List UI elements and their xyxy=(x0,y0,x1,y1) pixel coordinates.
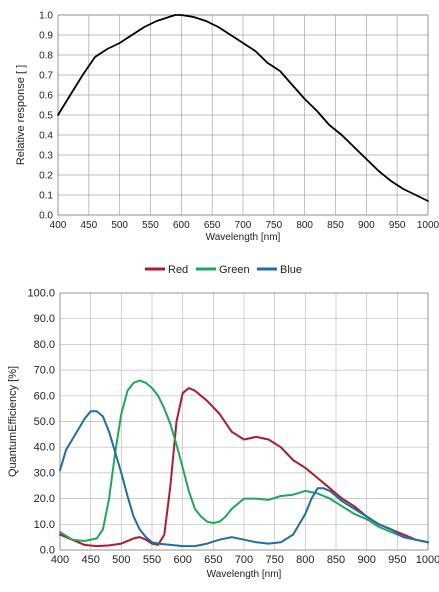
c2-y-tick-label: 100.0 xyxy=(27,288,55,300)
c2-x-tick-label: 850 xyxy=(327,554,345,566)
c1-y-tick-label: 0.7 xyxy=(39,71,53,82)
legend-label-red: Red xyxy=(168,264,188,276)
c2-x-tick-label: 500 xyxy=(112,554,130,566)
chart2-x-ticks: 400 450 500 550 600 650 700 750 800 850 900 950 1000 xyxy=(51,554,439,566)
c1-x-tick-label: 900 xyxy=(358,220,375,231)
c1-y-tick-label: 0.5 xyxy=(39,111,53,122)
legend-label-blue: Blue xyxy=(280,264,302,276)
c2-y-tick-label: 30.0 xyxy=(34,467,55,479)
c1-x-tick-label: 950 xyxy=(389,220,406,231)
c1-x-tick-label: 600 xyxy=(173,220,190,231)
c1-y-tick-label: 0.9 xyxy=(39,31,53,42)
chart2-x-axis-label: Wavelength [nm] xyxy=(207,569,282,580)
c2-x-tick-label: 1000 xyxy=(416,554,439,566)
c1-y-tick-label: 0.4 xyxy=(39,131,53,142)
chart1-series xyxy=(57,14,429,202)
series-line-response xyxy=(57,14,429,202)
c1-x-tick-label: 850 xyxy=(327,220,344,231)
c2-x-tick-label: 750 xyxy=(265,554,283,566)
c1-y-tick-label: 0.3 xyxy=(39,151,53,162)
chart1-x-axis-label: Wavelength [nm] xyxy=(206,232,281,243)
c1-x-tick-label: 1000 xyxy=(417,220,439,231)
series-line-red xyxy=(59,387,429,548)
c1-x-tick-label: 750 xyxy=(265,220,282,231)
chart2-plot-frame xyxy=(59,292,429,551)
c2-y-tick-label: 20.0 xyxy=(34,493,55,505)
series-line-blue xyxy=(59,410,429,548)
c2-x-tick-label: 600 xyxy=(173,554,191,566)
c1-x-tick-label: 800 xyxy=(296,220,313,231)
chart1-grid xyxy=(57,14,429,216)
c1-x-tick-label: 400 xyxy=(50,220,67,231)
series-line-green xyxy=(59,379,429,544)
c2-x-tick-label: 450 xyxy=(81,554,99,566)
c2-y-tick-label: 50.0 xyxy=(34,416,55,428)
c1-x-tick-label: 700 xyxy=(235,220,252,231)
c2-x-tick-label: 650 xyxy=(204,554,222,566)
c2-x-tick-label: 700 xyxy=(235,554,253,566)
quantum-efficiency-chart: 0.0 10.0 20.0 30.0 40.0 50.0 60.0 70.0 80.0 90.0 1… xyxy=(7,264,439,580)
c2-x-tick-label: 550 xyxy=(143,554,161,566)
c2-y-tick-label: 10.0 xyxy=(34,519,55,531)
relative-response-chart: 0.0 0.1 0.2 0.3 0.4 0.5 0.6 0.7 0.8 0.9 1.0 400 450… xyxy=(15,11,439,244)
c1-y-tick-label: 0.1 xyxy=(39,191,53,202)
c1-y-tick-label: 0.2 xyxy=(39,171,53,182)
c1-y-tick-label: 0.0 xyxy=(39,211,53,222)
c2-x-tick-label: 900 xyxy=(357,554,375,566)
c2-x-tick-label: 800 xyxy=(296,554,314,566)
chart2-series xyxy=(59,379,429,548)
c2-y-tick-label: 60.0 xyxy=(34,390,55,402)
c1-x-tick-label: 500 xyxy=(111,220,128,231)
c2-x-tick-label: 400 xyxy=(51,554,69,566)
c2-y-tick-label: 0.0 xyxy=(40,545,55,557)
c2-y-tick-label: 40.0 xyxy=(34,442,55,454)
chart1-y-ticks: 0.0 0.1 0.2 0.3 0.4 0.5 0.6 0.7 0.8 0.9 1.0 xyxy=(39,11,53,222)
chart2-y-ticks: 0.0 10.0 20.0 30.0 40.0 50.0 60.0 70.0 80.0 90.0 1… xyxy=(27,288,55,557)
c1-y-tick-label: 0.8 xyxy=(39,51,53,62)
chart2-legend: Red Green Blue xyxy=(145,264,302,276)
c2-x-tick-label: 950 xyxy=(388,554,406,566)
c1-x-tick-label: 550 xyxy=(142,220,159,231)
c1-x-tick-label: 450 xyxy=(80,220,97,231)
legend-label-green: Green xyxy=(219,264,250,276)
c1-x-tick-label: 650 xyxy=(204,220,221,231)
c1-y-tick-label: 0.6 xyxy=(39,91,53,102)
chart1-y-axis-label: Relative response [ ] xyxy=(15,65,27,165)
chart2-y-axis-label: QuantumEfficiency [%] xyxy=(7,366,19,477)
chart2-grid xyxy=(59,292,429,551)
c2-y-tick-label: 80.0 xyxy=(34,339,55,351)
chart1-x-ticks: 400 450 500 550 600 650 700 750 800 850 900 950 1000 xyxy=(50,220,439,231)
c2-y-tick-label: 70.0 xyxy=(34,365,55,377)
c2-y-tick-label: 90.0 xyxy=(34,313,55,325)
c1-y-tick-label: 1.0 xyxy=(39,11,53,22)
